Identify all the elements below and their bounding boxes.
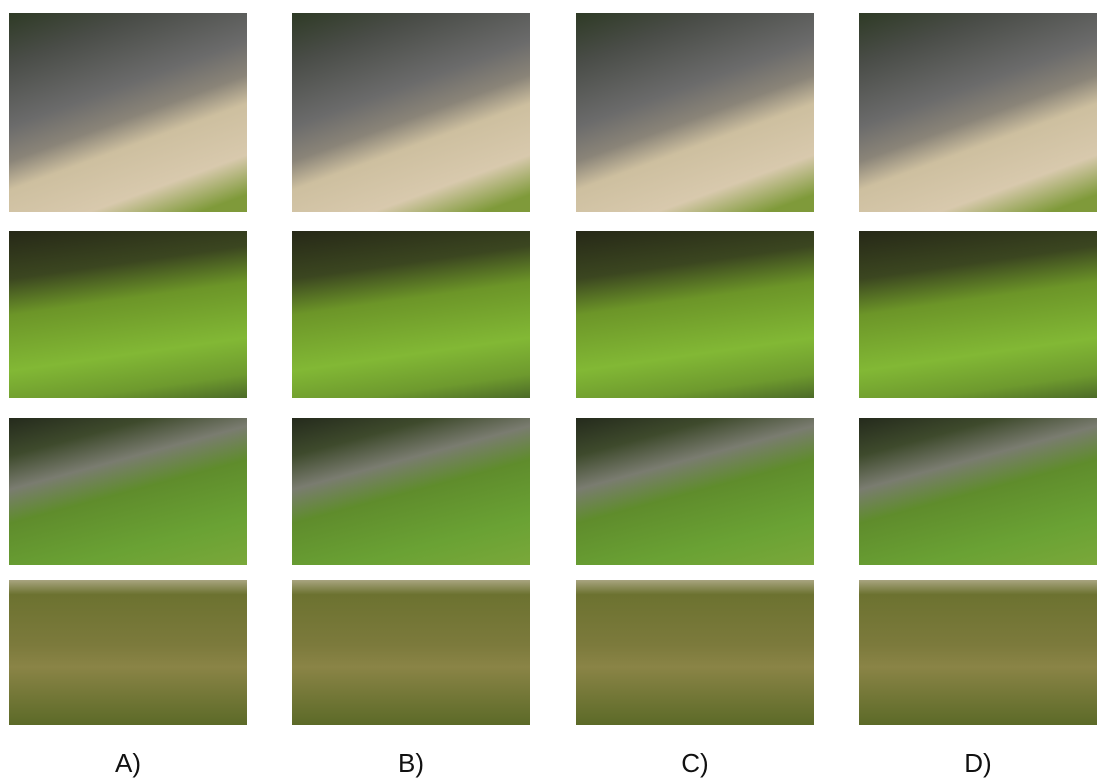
aerial-photo [292,418,530,565]
aerial-photo [292,231,530,398]
aerial-photo [859,580,1097,725]
aerial-photo [576,418,814,565]
aerial-photo [576,580,814,725]
aerial-photo [9,580,247,725]
aerial-photo [576,13,814,212]
aerial-photo [9,13,247,212]
column-label: C) [681,748,709,778]
aerial-photo [292,580,530,725]
aerial-photo [9,231,247,398]
column-label: D) [964,748,992,778]
aerial-photo [859,231,1097,398]
aerial-photo [859,13,1097,212]
column-label: B) [398,748,424,778]
column-label: A) [115,748,141,778]
aerial-photo [292,13,530,212]
aerial-photo [859,418,1097,565]
aerial-photo [576,231,814,398]
aerial-photo [9,418,247,565]
